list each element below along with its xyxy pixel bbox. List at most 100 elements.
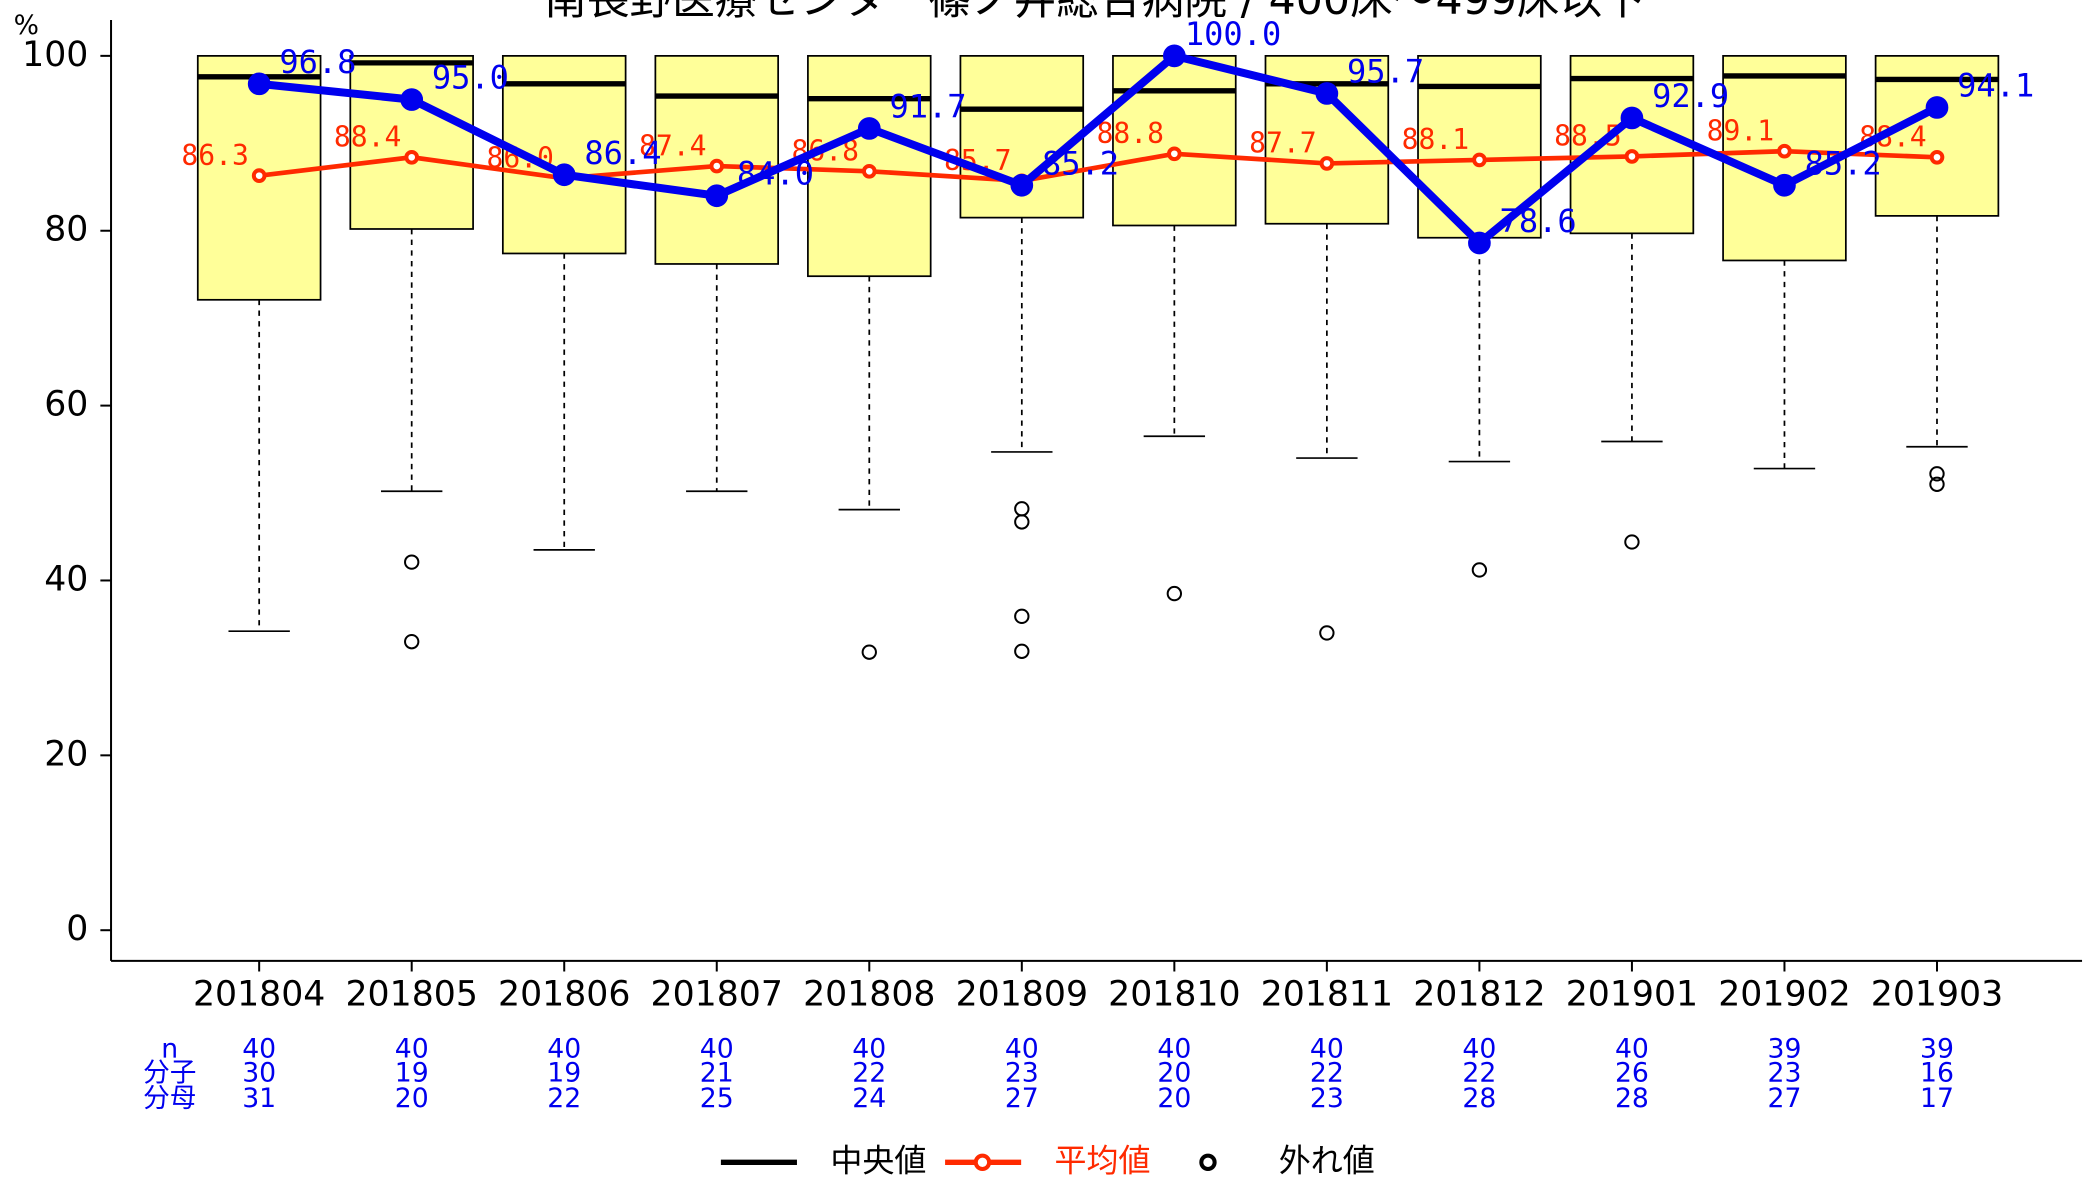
point: [1925, 96, 1949, 119]
box: [1112, 54, 1237, 227]
point: [857, 117, 881, 140]
table-cell: 40: [242, 1034, 276, 1065]
point: [1010, 173, 1034, 197]
x-tick-label: 201812: [1413, 975, 1545, 1015]
outlier: [1624, 534, 1640, 550]
table-cell: 19: [547, 1058, 581, 1089]
outlier: [861, 644, 877, 660]
table-cell: 25: [700, 1083, 734, 1114]
table-cell: 23: [1005, 1058, 1039, 1089]
table-cell: 39: [1920, 1034, 1954, 1065]
legend-median: 中央値: [830, 1141, 926, 1179]
outlier: [1929, 466, 1945, 482]
table-row-label: 分子: [143, 1058, 196, 1089]
table-cell: 28: [1615, 1083, 1649, 1114]
point: [404, 149, 420, 165]
x-tick-label: 201808: [803, 975, 935, 1015]
table-cell: 20: [1157, 1083, 1191, 1114]
table-cell: 16: [1920, 1058, 1954, 1089]
point: [1315, 82, 1339, 105]
point: [1167, 146, 1182, 162]
point: [1624, 149, 1640, 164]
point: [1620, 106, 1644, 130]
table-cell: 40: [852, 1034, 886, 1065]
value-label: 95.0: [432, 59, 509, 97]
table-cell: 27: [1005, 1083, 1039, 1114]
value-label: 89.1: [1707, 114, 1774, 147]
table-cell: 24: [852, 1083, 886, 1114]
point: [251, 168, 267, 183]
value-label: 84.0: [737, 155, 814, 193]
legend-outlier-swatch: [1199, 1153, 1217, 1171]
value-label: 88.4: [334, 121, 401, 154]
outlier: [1014, 608, 1030, 624]
x-tick-label: 201807: [651, 975, 783, 1015]
table-cell: 39: [1767, 1034, 1801, 1065]
table-cell: 40: [1615, 1034, 1649, 1065]
point: [1929, 149, 1945, 165]
x-tick-label: 201805: [345, 975, 477, 1015]
table-cell: 20: [395, 1083, 429, 1114]
point: [247, 72, 271, 96]
outlier: [1014, 501, 1030, 517]
box: [1569, 54, 1695, 235]
value-label: 87.7: [1249, 127, 1316, 160]
table-cell: 40: [1462, 1034, 1496, 1065]
value-label: 96.8: [279, 43, 356, 81]
table-cell: 40: [547, 1034, 581, 1065]
table-cell: 31: [242, 1083, 276, 1114]
table-cell: 22: [547, 1083, 581, 1114]
legend-mean-marker: [973, 1153, 992, 1171]
y-tick-label: 0: [66, 909, 88, 949]
outlier: [404, 554, 420, 570]
table-cell: 40: [1157, 1034, 1191, 1065]
point: [709, 158, 725, 174]
table-row-label: n: [161, 1034, 178, 1065]
x-tick-label: 201902: [1718, 975, 1850, 1015]
table-cell: 28: [1462, 1083, 1496, 1114]
table-cell: 21: [700, 1058, 734, 1089]
table-cell: 40: [1005, 1034, 1039, 1065]
value-label: 94.1: [1957, 66, 2034, 104]
table-cell: 30: [242, 1058, 276, 1089]
x-tick-label: 201901: [1566, 975, 1698, 1015]
outlier: [1014, 643, 1030, 659]
y-unit: %: [14, 10, 39, 41]
table-cell: 22: [1310, 1058, 1344, 1089]
point: [861, 163, 877, 179]
y-tick-label: 40: [44, 559, 88, 599]
y-tick-label: 80: [44, 210, 88, 250]
table-cell: 23: [1767, 1058, 1801, 1089]
value-label: 86.0: [486, 142, 553, 175]
outlier: [1014, 514, 1030, 530]
table-cell: 40: [395, 1034, 429, 1065]
value-label: 88.8: [1097, 117, 1164, 150]
table-cell: 22: [852, 1058, 886, 1089]
chart-title: 南長野医療センター篠ノ井総合病院 / 400床～499床以下: [544, 0, 1645, 25]
line: [258, 51, 1939, 249]
table-cell: 27: [1767, 1083, 1801, 1114]
table-cell: 40: [1310, 1034, 1344, 1065]
point: [1163, 44, 1186, 68]
value-label: 87.4: [639, 129, 706, 162]
line: [258, 148, 1938, 184]
value-label: 100.0: [1185, 15, 1281, 53]
table-cell: 19: [395, 1058, 429, 1089]
y-tick-label: 60: [44, 385, 88, 425]
point: [705, 184, 729, 208]
point: [552, 163, 576, 187]
value-label: 92.9: [1652, 77, 1729, 115]
x-tick-label: 201811: [1261, 975, 1393, 1015]
legend-outlier: 外れ値: [1279, 1141, 1375, 1179]
y-tick-label: 100: [22, 35, 88, 75]
table-cell: 22: [1462, 1058, 1496, 1089]
value-label: 85.2: [1805, 144, 1882, 182]
value-label: 78.6: [1500, 202, 1577, 240]
box: [349, 54, 474, 230]
x-tick-label: 201806: [498, 975, 630, 1015]
table-cell: 40: [700, 1034, 734, 1065]
legend-mean: 平均値: [1055, 1141, 1151, 1179]
x-tick-label: 201903: [1871, 975, 2003, 1015]
table-cell: 20: [1157, 1058, 1191, 1089]
